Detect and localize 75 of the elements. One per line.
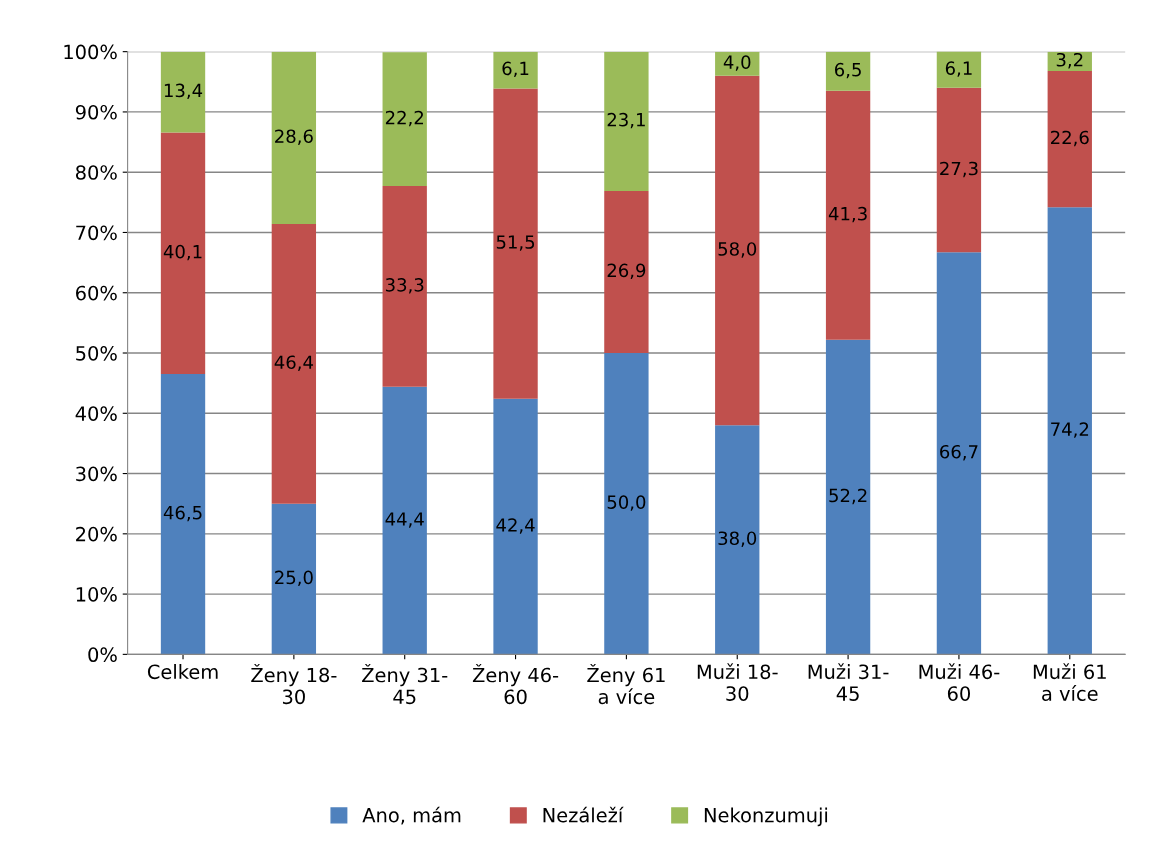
data-label: 6,1 — [502, 61, 529, 78]
y-tick-label: 100% — [64, 44, 117, 60]
bar — [825, 90, 871, 340]
x-tick-label: Ženy 61 a více — [587, 664, 665, 705]
bar — [493, 398, 538, 655]
bar — [604, 353, 649, 655]
bar — [382, 52, 427, 187]
data-label: 22,6 — [1051, 130, 1089, 147]
legend-label: Ano, mám — [362, 806, 461, 825]
x-tick-label: Muži 31- 45 — [808, 663, 889, 701]
y-tick-label: 10% — [76, 587, 117, 602]
bar — [715, 425, 760, 655]
y-tick-label: 80% — [75, 165, 117, 180]
data-label: 58,0 — [718, 242, 757, 258]
bar — [936, 51, 982, 88]
data-label: 28,6 — [275, 129, 313, 145]
x-tick-label: Muži 46- 60 — [919, 663, 1000, 701]
legend-label: Nezáleží — [543, 806, 624, 823]
data-label: 6,5 — [834, 62, 861, 79]
data-label: 51,5 — [496, 235, 535, 251]
bar — [1047, 70, 1092, 208]
y-tick-label: 0% — [88, 647, 117, 663]
bar — [604, 51, 649, 191]
data-label: 42,4 — [496, 518, 535, 534]
bar — [604, 190, 649, 354]
bar — [271, 51, 317, 225]
data-label: 6,1 — [945, 61, 972, 77]
data-label: 52,2 — [829, 488, 867, 505]
y-tick-label: 40% — [75, 406, 117, 421]
bar — [825, 51, 871, 91]
data-label: 33,3 — [385, 277, 424, 294]
y-tick-label: 50% — [76, 345, 117, 361]
x-tick-label: Muži 61 a více — [1033, 663, 1106, 701]
bar — [271, 224, 317, 504]
data-label: 4,0 — [723, 55, 751, 71]
y-tick-label: 60% — [76, 285, 117, 301]
bar — [382, 186, 427, 387]
bar — [160, 132, 206, 375]
data-label: 22,2 — [385, 110, 423, 127]
data-label: 44,4 — [385, 512, 424, 528]
data-label: 74,2 — [1051, 422, 1089, 438]
legend-label: Nekonzumuji — [704, 807, 828, 827]
y-tick-label: 70% — [76, 225, 117, 241]
bar — [493, 51, 538, 89]
bar — [1047, 207, 1092, 655]
x-tick-label: Ženy 31- 45 — [362, 664, 448, 705]
bar — [160, 374, 206, 655]
bar — [160, 51, 206, 133]
data-label: 3,2 — [1056, 52, 1083, 69]
x-tick-label: Muži 18- 30 — [697, 663, 778, 701]
data-label: 41,3 — [828, 206, 867, 223]
data-label: 40,1 — [163, 244, 202, 261]
bar — [825, 339, 871, 655]
x-tick-label: Ženy 18- 30 — [251, 664, 337, 705]
data-label: 46,5 — [163, 505, 202, 522]
data-label: 38,0 — [718, 531, 757, 547]
bar — [715, 75, 760, 426]
y-tick-label: 20% — [76, 526, 117, 542]
data-label: 25,0 — [275, 570, 313, 587]
bar — [936, 87, 982, 253]
bar — [493, 88, 538, 399]
data-label: 23,1 — [607, 112, 645, 129]
y-tick-label: 30% — [76, 466, 117, 482]
data-label: 46,4 — [274, 355, 313, 371]
data-label: 66,7 — [940, 444, 978, 461]
x-tick-label: Celkem — [147, 664, 218, 680]
data-label: 50,0 — [607, 495, 646, 511]
data-label: 13,4 — [164, 83, 203, 100]
y-tick-label: 90% — [75, 104, 117, 120]
x-tick-label: Ženy 46- 60 — [472, 664, 559, 705]
data-label: 27,3 — [940, 161, 978, 178]
bar — [936, 252, 982, 655]
bar — [382, 386, 427, 655]
data-label: 26,9 — [607, 263, 646, 280]
bar — [271, 503, 317, 655]
